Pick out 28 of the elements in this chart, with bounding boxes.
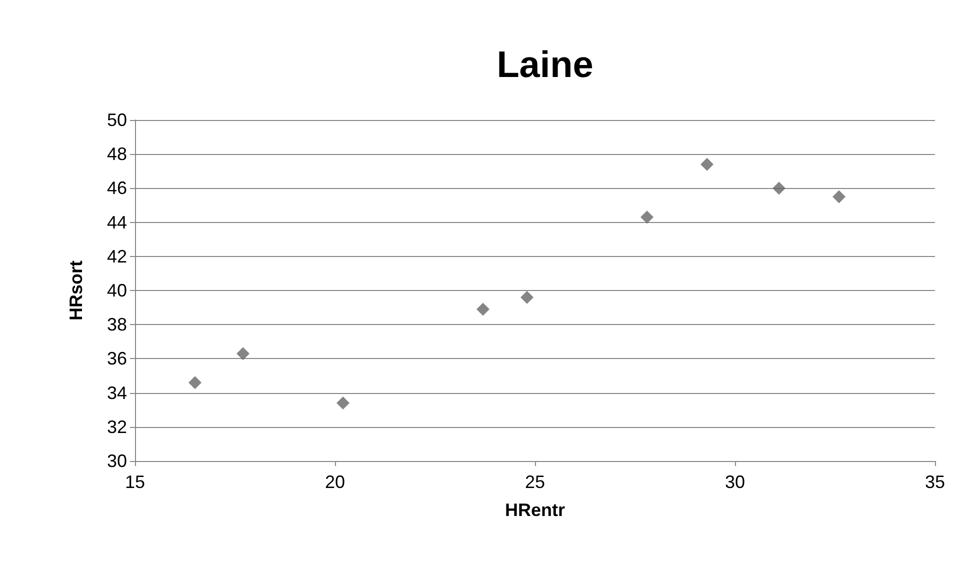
y-tick-label: 40 (106, 280, 127, 300)
x-tick-label: 35 (924, 472, 946, 492)
y-tick-label: 34 (106, 382, 127, 403)
y-tick-label: 30 (106, 451, 127, 471)
point (336, 396, 350, 410)
y-tick-label: 38 (106, 314, 127, 335)
y-tick-label: 32 (106, 416, 127, 437)
point (832, 190, 846, 204)
y-tick-label: 48 (106, 144, 127, 164)
x-tick-label: 15 (124, 472, 146, 492)
x-tick-label: 20 (324, 472, 346, 492)
point (700, 158, 714, 171)
x-tick-label: 30 (724, 472, 746, 492)
point (476, 302, 490, 316)
x-tick-label: 25 (524, 472, 546, 492)
point (772, 182, 786, 195)
y-tick-label: 36 (106, 348, 127, 369)
x-axis-title: HRentr (504, 500, 565, 520)
point (188, 376, 202, 390)
y-tick-label: 46 (106, 178, 127, 198)
point (640, 210, 654, 224)
point (520, 290, 534, 304)
y-tick-label: 50 (106, 110, 127, 130)
y-tick-label: 42 (106, 246, 127, 266)
chart-title: Laine (496, 44, 594, 85)
point (236, 347, 250, 360)
y-axis-title: HRsort (66, 260, 86, 321)
y-tick-label: 44 (106, 212, 127, 232)
